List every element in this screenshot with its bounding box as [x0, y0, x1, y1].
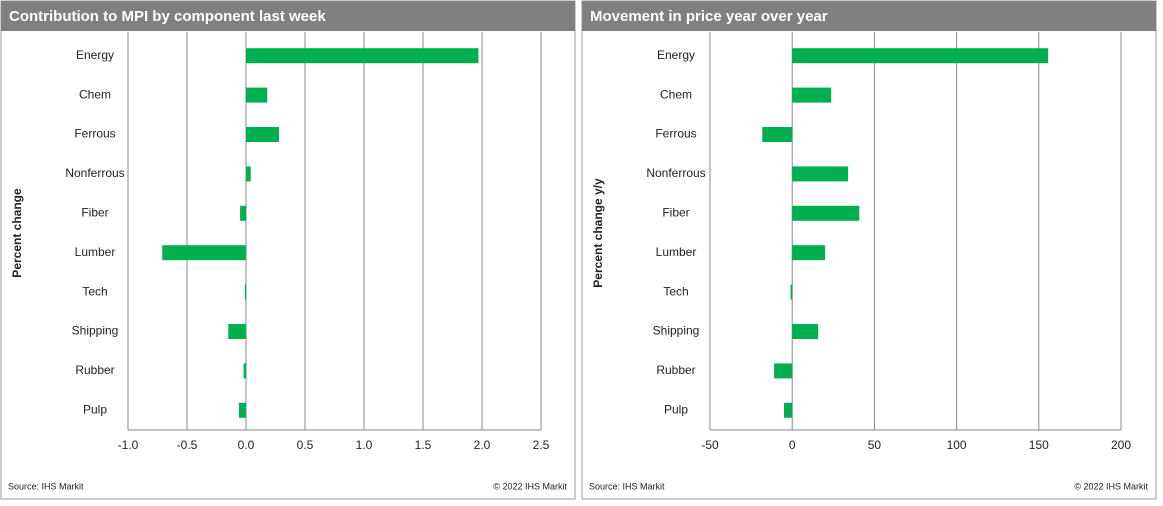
category-label: Energy [657, 48, 695, 62]
bar [792, 205, 860, 221]
category-label: Ferrous [655, 127, 696, 141]
category-label: Shipping [72, 324, 119, 338]
panel-header [582, 1, 1156, 31]
bar [792, 245, 826, 261]
bar [792, 166, 849, 182]
chart-title: Contribution to MPI by component last we… [9, 8, 326, 25]
category-label: Energy [76, 48, 114, 62]
category-label: Nonferrous [65, 166, 124, 180]
x-tick-label: 0.0 [238, 438, 255, 452]
y-axis-title: Percent change [10, 188, 24, 278]
category-label: Fiber [662, 205, 689, 219]
x-tick-label: 150 [1029, 438, 1049, 452]
y-axis-title: Percent change y/y [591, 178, 605, 288]
category-label: Lumber [656, 245, 697, 259]
x-tick-label: -50 [701, 438, 719, 452]
panel [0, 0, 576, 500]
category-label: Pulp [664, 402, 688, 416]
category-label: Chem [79, 87, 111, 101]
x-tick-label: -0.5 [177, 438, 198, 452]
source: Source: IHS Markit [589, 481, 665, 491]
bar [244, 284, 246, 300]
x-tick-label: 200 [1111, 438, 1131, 452]
bar [243, 363, 246, 379]
bar [792, 48, 1049, 64]
bar [238, 402, 246, 418]
x-tick-label: 2.5 [533, 438, 550, 452]
bar [246, 127, 280, 142]
category-label: Rubber [75, 363, 114, 377]
category-label: Tech [82, 284, 107, 298]
x-tick-label: -1.0 [118, 438, 139, 452]
category-label: Fiber [81, 205, 108, 219]
source: Source: IHS Markit [8, 481, 84, 491]
x-tick-label: 100 [947, 438, 967, 452]
category-label: Tech [663, 284, 688, 298]
bar [792, 87, 832, 103]
x-tick-label: 0.5 [297, 438, 314, 452]
category-label: Shipping [653, 324, 700, 338]
copyright: © 2022 IHS Markit [493, 481, 567, 491]
bar [240, 205, 246, 221]
x-tick-label: 2.0 [474, 438, 491, 452]
category-label: Pulp [83, 402, 107, 416]
x-tick-label: 0 [789, 438, 796, 452]
bar [762, 127, 793, 142]
category-label: Chem [660, 87, 692, 101]
category-label: Ferrous [74, 127, 115, 141]
panel-header [1, 1, 575, 31]
bar [246, 48, 479, 64]
copyright: © 2022 IHS Markit [1074, 481, 1148, 491]
x-tick-label: 1.5 [415, 438, 432, 452]
bar [162, 245, 246, 261]
bar [246, 87, 268, 103]
category-label: Nonferrous [646, 166, 705, 180]
category-label: Lumber [75, 245, 116, 259]
bar [246, 166, 251, 182]
x-tick-label: 50 [868, 438, 882, 452]
bar [783, 402, 793, 418]
bar [774, 363, 793, 379]
chart-title: Movement in price year over year [590, 8, 828, 25]
category-label: Rubber [656, 363, 695, 377]
x-tick-label: 1.0 [356, 438, 373, 452]
panel [581, 0, 1157, 500]
bar [790, 284, 793, 300]
bar [792, 324, 819, 339]
bar [228, 324, 246, 339]
